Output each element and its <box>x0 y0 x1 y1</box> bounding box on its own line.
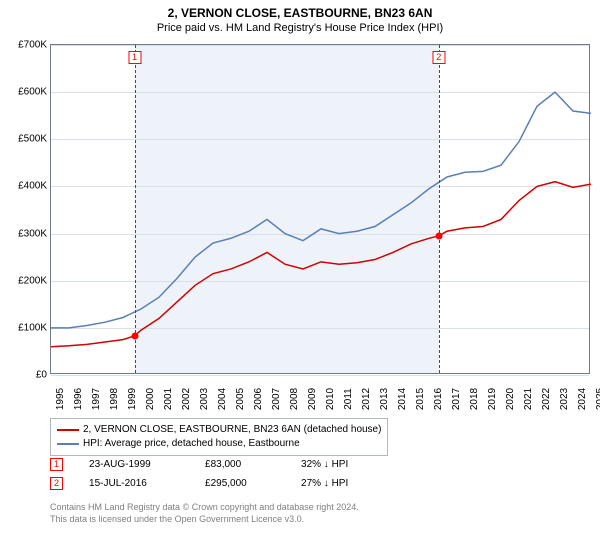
x-axis-label: 2012 <box>357 388 372 410</box>
y-axis-label: £600K <box>18 87 51 98</box>
x-axis-label: 2023 <box>555 388 570 410</box>
x-axis-label: 1999 <box>123 388 138 410</box>
legend-swatch <box>57 429 79 431</box>
y-axis-label: £400K <box>18 181 51 192</box>
x-axis-label: 2018 <box>465 388 480 410</box>
trade-price: £83,000 <box>205 459 275 470</box>
y-axis-label: £700K <box>18 40 51 51</box>
marker-line-2 <box>439 45 440 373</box>
chart-title: 2, VERNON CLOSE, EASTBOURNE, BN23 6AN <box>0 0 600 20</box>
marker-line-1 <box>135 45 136 373</box>
marker-badge-2: 2 <box>432 51 445 64</box>
x-axis-label: 2007 <box>267 388 282 410</box>
y-axis-label: £200K <box>18 275 51 286</box>
marker-dot-2 <box>435 232 442 239</box>
x-axis-label: 2008 <box>285 388 300 410</box>
legend-label: 2, VERNON CLOSE, EASTBOURNE, BN23 6AN (d… <box>83 423 381 437</box>
legend-item: HPI: Average price, detached house, East… <box>57 437 381 451</box>
series-line-price_paid <box>51 182 591 347</box>
legend-label: HPI: Average price, detached house, East… <box>83 437 300 451</box>
x-axis-label: 2014 <box>393 388 408 410</box>
trade-badge: 1 <box>50 458 63 471</box>
legend-swatch <box>57 443 79 445</box>
x-axis-label: 2024 <box>573 388 588 410</box>
trade-row: 2 15-JUL-2016 £295,000 27% ↓ HPI <box>50 477 348 490</box>
legend-item: 2, VERNON CLOSE, EASTBOURNE, BN23 6AN (d… <box>57 423 381 437</box>
x-axis-label: 2022 <box>537 388 552 410</box>
x-axis-label: 2001 <box>159 388 174 410</box>
x-axis-label: 2015 <box>411 388 426 410</box>
x-axis-label: 2006 <box>249 388 264 410</box>
trades-table: 1 23-AUG-1999 £83,000 32% ↓ HPI 2 15-JUL-2016… <box>50 458 348 496</box>
x-axis-label: 2013 <box>375 388 390 410</box>
x-axis-label: 2016 <box>429 388 444 410</box>
x-axis-label: 2025 <box>591 388 600 410</box>
y-axis-label: £0 <box>36 370 51 381</box>
marker-dot-1 <box>131 332 138 339</box>
series-svg <box>51 45 591 375</box>
x-axis-label: 2017 <box>447 388 462 410</box>
trade-note: 32% ↓ HPI <box>301 459 348 470</box>
trade-price: £295,000 <box>205 478 275 489</box>
x-axis-label: 2004 <box>213 388 228 410</box>
footer-line-1: Contains HM Land Registry data © Crown c… <box>50 502 359 514</box>
x-axis-label: 2003 <box>195 388 210 410</box>
x-axis-label: 2010 <box>321 388 336 410</box>
footer-text: Contains HM Land Registry data © Crown c… <box>50 502 359 525</box>
x-axis-label: 1996 <box>69 388 84 410</box>
y-axis-label: £100K <box>18 322 51 333</box>
x-axis-label: 2009 <box>303 388 318 410</box>
x-axis-label: 1998 <box>105 388 120 410</box>
x-axis-label: 2019 <box>483 388 498 410</box>
x-axis-label: 2020 <box>501 388 516 410</box>
y-axis-label: £300K <box>18 228 51 239</box>
chart-subtitle: Price paid vs. HM Land Registry's House … <box>0 20 600 34</box>
footer-line-2: This data is licensed under the Open Gov… <box>50 514 359 526</box>
x-axis-label: 1995 <box>51 388 66 410</box>
legend-box: 2, VERNON CLOSE, EASTBOURNE, BN23 6AN (d… <box>50 418 388 456</box>
trade-date: 15-JUL-2016 <box>89 478 179 489</box>
x-axis-label: 2021 <box>519 388 534 410</box>
x-axis-label: 1997 <box>87 388 102 410</box>
x-axis-label: 2005 <box>231 388 246 410</box>
trade-note: 27% ↓ HPI <box>301 478 348 489</box>
x-axis-label: 2000 <box>141 388 156 410</box>
trade-row: 1 23-AUG-1999 £83,000 32% ↓ HPI <box>50 458 348 471</box>
trade-date: 23-AUG-1999 <box>89 459 179 470</box>
x-axis-label: 2002 <box>177 388 192 410</box>
chart-container: 2, VERNON CLOSE, EASTBOURNE, BN23 6AN Pr… <box>0 0 600 560</box>
gridline-h <box>51 375 589 376</box>
marker-badge-1: 1 <box>128 51 141 64</box>
trade-badge: 2 <box>50 477 63 490</box>
y-axis-label: £500K <box>18 134 51 145</box>
x-axis-label: 2011 <box>339 388 354 410</box>
plot-area: £0£100K£200K£300K£400K£500K£600K£700K199… <box>50 44 590 374</box>
